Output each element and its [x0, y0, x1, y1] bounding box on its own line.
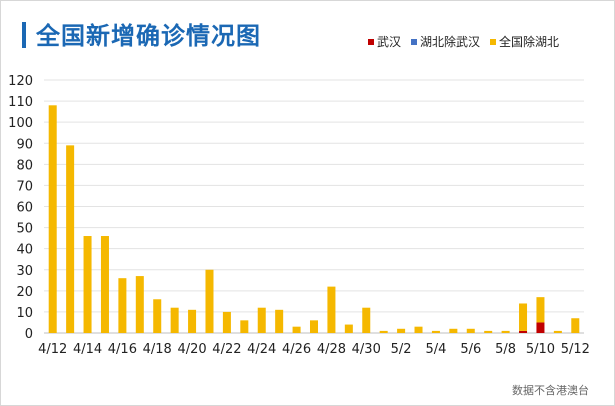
bar: [222, 311, 231, 333]
bar: [431, 330, 440, 333]
bar: [118, 278, 127, 333]
bar: [240, 320, 249, 333]
bar: [344, 324, 353, 333]
bar: [553, 330, 562, 333]
legend-label-hubei-ex-wuhan: 湖北除武汉: [420, 35, 481, 49]
x-tick-label: 4/30: [352, 342, 381, 357]
legend-label-wuhan: 武汉: [377, 35, 402, 49]
bar: [100, 236, 109, 333]
source-note: 数据不含港澳台: [512, 384, 589, 397]
y-tick-label: 20: [16, 285, 33, 300]
y-tick-label: 30: [16, 264, 33, 279]
legend-swatch-national-ex-hubei: [490, 38, 497, 45]
y-tick-label: 110: [8, 95, 33, 110]
legend-item-wuhan: 武汉: [368, 33, 401, 50]
bar: [135, 276, 144, 333]
bar: [519, 303, 528, 331]
bar: [501, 330, 510, 333]
x-tick-label: 5/6: [460, 342, 481, 357]
bar: [205, 269, 214, 333]
y-tick-label: 80: [16, 158, 33, 173]
bar: [327, 286, 336, 333]
y-tick-label: 90: [16, 137, 33, 152]
bar: [48, 105, 57, 333]
bar: [257, 307, 266, 333]
y-tick-label: 10: [16, 306, 33, 321]
bar: [362, 307, 371, 333]
x-tick-label: 4/22: [212, 342, 241, 357]
bar: [484, 330, 493, 333]
chart-title: 全国新增确诊情况图: [36, 22, 261, 50]
x-tick-label: 5/12: [561, 342, 590, 357]
x-tick-label: 4/20: [177, 342, 206, 357]
x-tick-label: 4/28: [317, 342, 346, 357]
legend-swatch-wuhan: [368, 38, 374, 45]
bar: [449, 328, 458, 333]
bar: [379, 330, 388, 333]
y-tick-label: 120: [8, 74, 33, 89]
legend-label-national-ex-hubei: 全国除湖北: [499, 35, 560, 49]
bar: [414, 326, 423, 333]
x-tick-label: 5/8: [495, 342, 516, 357]
bar: [571, 318, 580, 333]
bar: [536, 297, 545, 323]
x-tick-label: 5/4: [425, 342, 446, 357]
bar: [153, 299, 162, 333]
bar: [519, 330, 528, 333]
bar: [292, 326, 301, 333]
y-tick-label: 40: [16, 243, 33, 258]
y-tick-label: 0: [25, 327, 33, 342]
x-tick-label: 4/24: [247, 342, 276, 357]
bar: [83, 236, 92, 333]
chart-legend: 武汉 湖北除武汉 全国除湖北: [368, 33, 569, 50]
title-accent-bar: [22, 22, 26, 48]
legend-item-hubei-ex-wuhan: 湖北除武汉: [411, 33, 480, 50]
x-tick-label: 4/14: [73, 342, 102, 357]
bar: [170, 307, 179, 333]
y-tick-label: 100: [8, 116, 33, 131]
x-tick-label: 4/18: [143, 342, 172, 357]
x-tick-label: 5/2: [391, 342, 412, 357]
legend-swatch-hubei-ex-wuhan: [411, 38, 418, 45]
y-tick-label: 70: [16, 179, 33, 194]
x-tick-label: 4/12: [38, 342, 67, 357]
y-tick-label: 50: [16, 222, 33, 237]
bar: [188, 309, 197, 333]
x-tick-label: 4/16: [108, 342, 137, 357]
bar: [66, 145, 75, 333]
y-tick-label: 60: [16, 201, 33, 216]
bar: [397, 328, 406, 333]
bar: [466, 328, 475, 333]
bar: [536, 322, 545, 333]
legend-item-national-ex-hubei: 全国除湖北: [490, 33, 559, 50]
bar: [309, 320, 319, 333]
x-tick-label: 5/10: [526, 342, 555, 357]
bar: [275, 309, 284, 333]
x-tick-label: 4/26: [282, 342, 311, 357]
